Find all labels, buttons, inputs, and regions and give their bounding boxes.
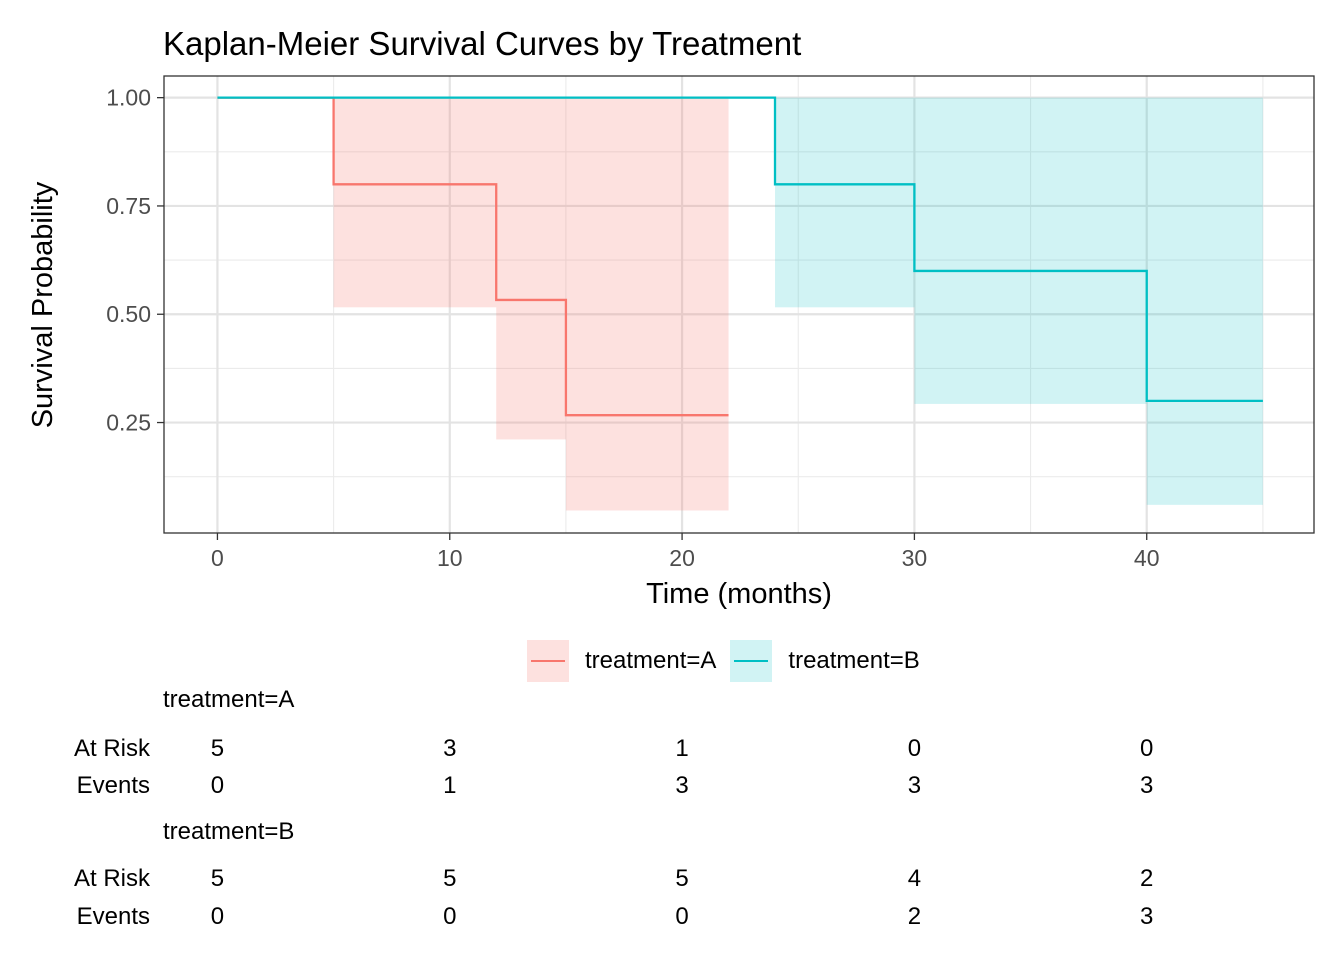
- axis-ticks: 0 10 20 30 40 0.25 0.50 0.75 1.00: [106, 85, 1159, 571]
- risk-row-label-events-a: Events: [76, 772, 150, 799]
- events-cell-b: 2: [907, 903, 922, 930]
- events-cell-a: 1: [443, 772, 457, 799]
- risk-group-title-b: treatment=B: [163, 818, 295, 845]
- risk-row-label-at-risk-b: At Risk: [73, 865, 150, 892]
- confidence-bands: [333, 97, 1263, 511]
- ci-band-a: [496, 97, 566, 440]
- risk-row-label-events-b: Events: [76, 903, 150, 930]
- events-cell-a: 3: [675, 772, 689, 799]
- y-tick-label: 0.25: [106, 410, 151, 436]
- y-tick-label: 0.75: [106, 193, 151, 219]
- x-tick-label: 0: [211, 545, 224, 571]
- events-cell-b: 0: [675, 903, 689, 930]
- ci-band-a: [565, 97, 729, 511]
- plot-panel-border: [163, 75, 1315, 534]
- risk-table: treatment=A At Risk Events treatment=B A…: [0, 680, 1344, 940]
- ci-band-b: [775, 97, 915, 308]
- x-axis-label: Time (months): [646, 578, 832, 610]
- events-cell-a: 3: [907, 772, 922, 799]
- y-axis-label: Survival Probability: [27, 181, 59, 428]
- legend-item-a: treatment=A: [527, 640, 716, 682]
- y-tick-label: 0.50: [106, 301, 151, 327]
- at-risk-cell-b: 4: [907, 865, 922, 892]
- survival-line-a: [217, 96, 729, 417]
- legend-key-b: [730, 640, 773, 682]
- x-tick-label: 10: [437, 545, 463, 571]
- ci-band-a: [333, 97, 497, 308]
- at-risk-cell-a: 0: [1140, 735, 1154, 762]
- y-tick-label: 1.00: [106, 85, 151, 111]
- risk-group-title-a: treatment=A: [163, 686, 295, 713]
- survival-line-b: [217, 96, 1263, 403]
- chart-title: Kaplan-Meier Survival Curves by Treatmen…: [163, 25, 802, 62]
- legend-item-b: treatment=B: [730, 640, 920, 682]
- events-cell-b: 0: [443, 903, 457, 930]
- legend-label-a: treatment=A: [585, 647, 717, 674]
- events-cell-a: 0: [210, 772, 225, 799]
- legend-key-a: [527, 640, 569, 682]
- x-tick-label: 30: [902, 545, 928, 571]
- events-cell-b: 3: [1140, 903, 1154, 930]
- events-cell-b: 0: [210, 903, 225, 930]
- at-risk-cell-a: 0: [907, 735, 922, 762]
- ci-band-b: [914, 97, 1147, 404]
- at-risk-cell-b: 2: [1140, 865, 1154, 892]
- at-risk-cell-b: 5: [443, 865, 457, 892]
- at-risk-cell-a: 3: [443, 735, 457, 762]
- x-tick-label: 40: [1134, 545, 1160, 571]
- survival-curves: [217, 96, 1263, 417]
- risk-row-label-at-risk-a: At Risk: [73, 735, 150, 762]
- at-risk-cell-a: 5: [210, 735, 225, 762]
- at-risk-cell-b: 5: [210, 865, 225, 892]
- at-risk-cell-b: 5: [675, 865, 689, 892]
- legend: treatment=A treatment=B: [527, 640, 934, 682]
- survival-plot: 0 10 20 30 400.250.500.751.00 Time (months) …: [27, 75, 1315, 610]
- x-tick-label: 20: [669, 545, 695, 571]
- legend-label-b: treatment=B: [788, 647, 920, 674]
- events-cell-a: 3: [1140, 772, 1154, 799]
- ci-band-b: [1146, 97, 1263, 505]
- at-risk-cell-a: 1: [675, 735, 689, 762]
